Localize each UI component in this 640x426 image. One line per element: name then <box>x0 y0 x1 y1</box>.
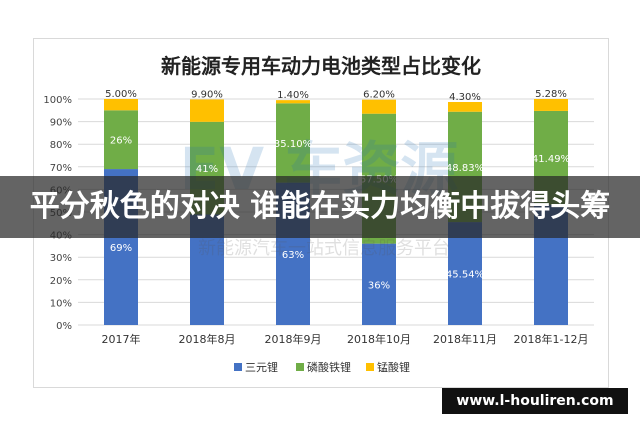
chart-title: 新能源专用车动力电池类型占比变化 <box>161 54 481 78</box>
bar-segment <box>448 222 482 325</box>
data-label: 26% <box>110 136 132 147</box>
y-tick-label: 10% <box>50 298 72 309</box>
data-label: 36% <box>368 280 390 291</box>
data-label: 4.30% <box>449 92 481 103</box>
legend-swatch <box>234 363 242 371</box>
site-url-badge[interactable]: www.l-houliren.com <box>442 388 628 414</box>
data-label: 35.10% <box>274 139 312 150</box>
bar-segment <box>104 110 138 170</box>
x-tick-label: 2018年8月 <box>179 332 236 346</box>
bar-segment <box>362 99 396 114</box>
data-label: 41.49% <box>532 154 570 165</box>
bar-segment <box>276 103 310 183</box>
bar-segment <box>534 99 568 111</box>
data-label: 1.40% <box>277 90 309 101</box>
legend-swatch <box>296 363 304 371</box>
legend-label: 三元锂 <box>245 360 278 374</box>
data-labels: 69%26%5.00%41%9.90%63%35.10%1.40%36%57.5… <box>105 89 570 291</box>
legend-label: 磷酸铁锂 <box>307 360 351 374</box>
bar-segment <box>276 100 310 104</box>
x-tick-label: 2018年1-12月 <box>514 332 589 346</box>
data-label: 69% <box>110 243 132 254</box>
legend-swatch <box>366 363 374 371</box>
data-label: 6.20% <box>363 90 395 101</box>
data-label: 5.00% <box>105 89 137 100</box>
bar-segment <box>190 99 224 122</box>
x-tick-label: 2018年11月 <box>433 332 497 346</box>
data-label: 48.83% <box>446 163 484 174</box>
y-tick-label: 30% <box>50 253 72 264</box>
data-label: 63% <box>282 250 304 261</box>
headline-banner <box>0 176 640 238</box>
bar-segment <box>362 243 396 325</box>
data-label: 45.54% <box>446 270 484 281</box>
y-tick-label: 20% <box>50 276 72 287</box>
x-tick-label: 2018年9月 <box>265 332 322 346</box>
y-tick-label: 0% <box>56 321 72 332</box>
data-label: 9.90% <box>191 89 223 100</box>
data-label: 5.28% <box>535 89 567 100</box>
legend-label: 锰酸锂 <box>377 360 410 374</box>
x-tick-label: 2018年10月 <box>347 332 411 346</box>
y-tick-label: 80% <box>50 140 72 151</box>
y-tick-label: 100% <box>43 95 72 106</box>
y-tick-label: 90% <box>50 118 72 129</box>
bar-segment <box>104 99 138 111</box>
bar-segment <box>448 102 482 112</box>
data-label: 41% <box>196 164 218 175</box>
watermark-tagline: 新能源汽车一站式信息服务平台 <box>198 238 450 259</box>
legend: 三元锂 磷酸铁锂 锰酸锂 <box>234 360 410 374</box>
y-tick-label: 70% <box>50 163 72 174</box>
x-axis-ticks: 2017年 2018年8月 2018年9月 2018年10月 2018年11月 2018年… <box>102 332 589 346</box>
headline-text: 平分秋色的对决 谁能在实力均衡中拔得头筹 <box>29 189 611 224</box>
x-tick-label: 2017年 <box>102 332 141 346</box>
